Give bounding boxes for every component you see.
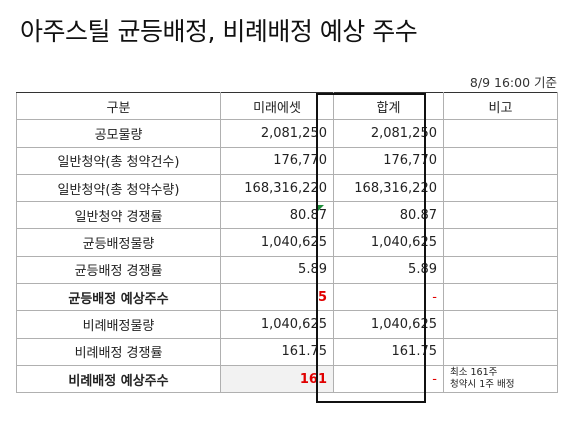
row-label[interactable]: 일반청약(총 청약수량) bbox=[16, 173, 221, 203]
table-row: 일반청약(총 청약수량) 168,316,220 168,316,220 bbox=[16, 173, 558, 203]
cell-mirae-asset[interactable]: 5 bbox=[220, 283, 334, 312]
cell-total[interactable]: 2,081,250 bbox=[333, 119, 444, 148]
page-title: 아주스틸 균등배정, 비례배정 예상 주수 bbox=[20, 17, 418, 46]
cell-mirae-asset[interactable]: 80.87 bbox=[220, 201, 334, 230]
cell-total[interactable]: - bbox=[333, 283, 444, 312]
cell-total[interactable]: 176,770 bbox=[333, 146, 444, 175]
allocation-table: 구분 미래에셋 합계 비고 공모물량 2,081,250 2,081,250 일… bbox=[16, 91, 558, 394]
cell-total[interactable]: 5.89 bbox=[333, 255, 444, 285]
cell-note[interactable] bbox=[443, 283, 558, 312]
row-label[interactable]: 비례배정 경쟁률 bbox=[16, 337, 221, 366]
cell-mirae-asset[interactable]: 1,040,625 bbox=[220, 228, 334, 257]
comment-marker-icon bbox=[318, 205, 324, 211]
table-row: 비례배정 예상주수 161 - 최소 161주 청약시 1주 배정 bbox=[16, 364, 558, 394]
row-label[interactable]: 비례배정물량 bbox=[16, 310, 221, 339]
header-category[interactable]: 구분 bbox=[16, 91, 221, 121]
header-note[interactable]: 비고 bbox=[443, 91, 558, 121]
note-line: 최소 161주 bbox=[450, 367, 498, 379]
table-row: 일반청약 경쟁률 80.87 80.87 bbox=[16, 201, 558, 230]
cell-note[interactable] bbox=[443, 310, 558, 339]
cell-mirae-asset[interactable]: 5.89 bbox=[220, 255, 334, 285]
cell-total[interactable]: 161.75 bbox=[333, 337, 444, 366]
cell-note[interactable] bbox=[443, 173, 558, 203]
cell-note[interactable] bbox=[443, 146, 558, 175]
header-total[interactable]: 합계 bbox=[333, 91, 444, 121]
row-label[interactable]: 일반청약(총 청약건수) bbox=[16, 146, 221, 175]
cell-total[interactable]: 1,040,625 bbox=[333, 310, 444, 339]
row-label[interactable]: 균등배정 예상주수 bbox=[16, 283, 221, 312]
row-label[interactable]: 균등배정물량 bbox=[16, 228, 221, 257]
cell-note[interactable]: 최소 161주 청약시 1주 배정 bbox=[443, 364, 558, 394]
cell-total[interactable]: 1,040,625 bbox=[333, 228, 444, 257]
row-label[interactable]: 비례배정 예상주수 bbox=[16, 364, 221, 394]
row-label[interactable]: 일반청약 경쟁률 bbox=[16, 201, 221, 230]
note-line: 청약시 1주 배정 bbox=[450, 379, 515, 391]
cell-total[interactable]: 80.87 bbox=[333, 201, 444, 230]
row-label[interactable]: 균등배정 경쟁률 bbox=[16, 255, 221, 285]
table-row: 공모물량 2,081,250 2,081,250 bbox=[16, 119, 558, 148]
header-mirae-asset[interactable]: 미래에셋 bbox=[220, 91, 334, 121]
cell-total[interactable]: 168,316,220 bbox=[333, 173, 444, 203]
row-label[interactable]: 공모물량 bbox=[16, 119, 221, 148]
table-row: 균등배정물량 1,040,625 1,040,625 bbox=[16, 228, 558, 257]
cell-note[interactable] bbox=[443, 255, 558, 285]
cell-mirae-asset[interactable]: 161.75 bbox=[220, 337, 334, 366]
as-of-timestamp: 8/9 16:00 기준 bbox=[469, 75, 557, 90]
cell-mirae-asset[interactable]: 168,316,220 bbox=[220, 173, 334, 203]
table-row: 비례배정물량 1,040,625 1,040,625 bbox=[16, 310, 558, 339]
cell-note[interactable] bbox=[443, 228, 558, 257]
cell-mirae-asset[interactable]: 176,770 bbox=[220, 146, 334, 175]
cell-mirae-asset[interactable]: 2,081,250 bbox=[220, 119, 334, 148]
table-row: 비례배정 경쟁률 161.75 161.75 bbox=[16, 337, 558, 366]
cell-note[interactable] bbox=[443, 119, 558, 148]
cell-mirae-asset[interactable]: 1,040,625 bbox=[220, 310, 334, 339]
table-header-row: 구분 미래에셋 합계 비고 bbox=[16, 91, 558, 121]
table-row: 일반청약(총 청약건수) 176,770 176,770 bbox=[16, 146, 558, 175]
cell-note[interactable] bbox=[443, 337, 558, 366]
table-row: 균등배정 예상주수 5 - bbox=[16, 283, 558, 312]
table-row: 균등배정 경쟁률 5.89 5.89 bbox=[16, 255, 558, 285]
cell-mirae-asset[interactable]: 161 bbox=[220, 364, 334, 394]
cell-note[interactable] bbox=[443, 201, 558, 230]
cell-total[interactable]: - bbox=[333, 364, 444, 394]
